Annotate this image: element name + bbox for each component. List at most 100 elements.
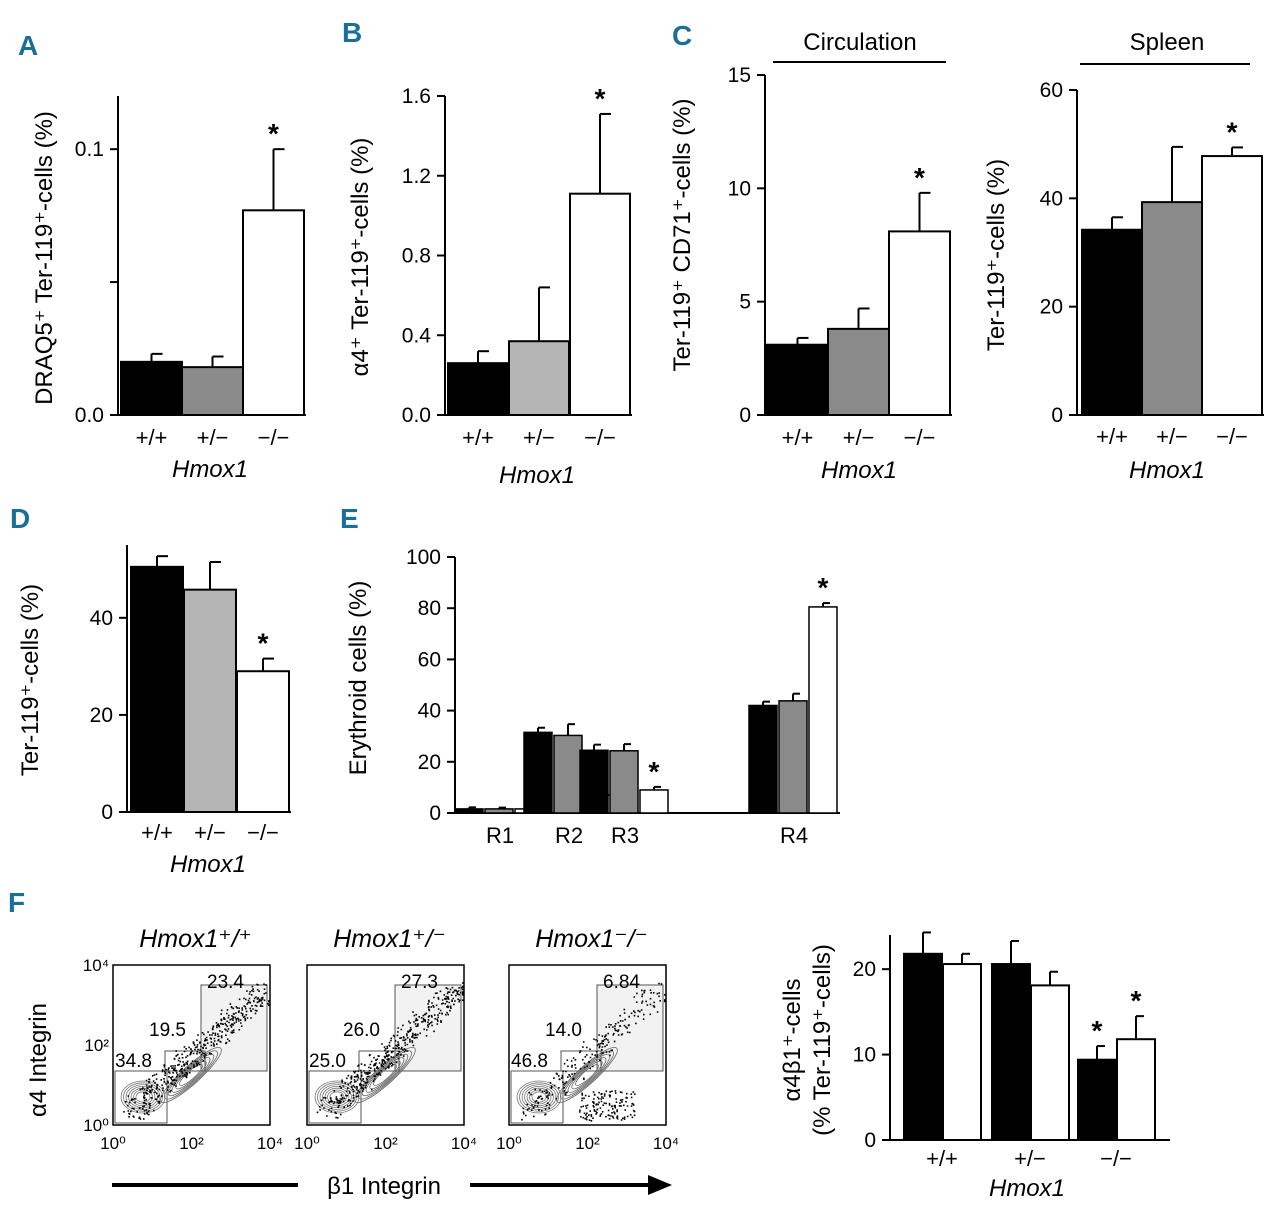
panel-D-x-tick-label: +/+ [141, 820, 173, 845]
flow-contour [133, 1089, 153, 1105]
flow-contour [322, 1086, 352, 1109]
flow-events [123, 983, 270, 1120]
flow-gate-left [510, 1070, 564, 1124]
flow-gate-label-left: 34.8 [115, 1051, 152, 1072]
panel-F2-x-tick-label: +/− [1014, 1146, 1046, 1171]
panel-B-x-axis-title: Hmox1 [499, 462, 575, 489]
panel-F2-y-tick-label: 0 [864, 1129, 876, 1152]
panel-E-y-tick-label: 0 [429, 802, 441, 825]
flow-contour [529, 1089, 549, 1105]
flow-y-tick-label: 10⁰ [83, 1116, 109, 1135]
panel-C2-y-tick-label: 40 [1040, 187, 1063, 210]
panel-F2-x-tick-label: −/− [1100, 1146, 1132, 1171]
panel-C2-bar [1201, 155, 1263, 416]
flow-x-tick-label: 10² [575, 1134, 600, 1153]
panel-A-bar [120, 360, 183, 417]
panel-E: E 0 20 40 60 80 100 Erythroid cells (%) R1 * R2 * R… [340, 503, 840, 848]
panel-C1-bar [766, 343, 829, 417]
flow-contour [164, 1050, 218, 1100]
panel-B: B 0.0 0.4 0.8 1.2 1.6 α4⁺ Ter-119⁺-cells (%) +… [342, 17, 632, 489]
panel-B-y-axis-title: α4⁺ Ter-119⁺-cells (%) [347, 138, 374, 377]
panel-letter-D: D [10, 503, 30, 534]
panel-B-bar [569, 192, 631, 416]
panel-F-bar-chart: 0 10 20 α4β1⁺-cells (% Ter-119⁺-cells) +/+ +/−… [779, 931, 1170, 1202]
panel-F2-significance-star: * [1131, 985, 1142, 1016]
flow-gate-upper-right [394, 984, 462, 1072]
panel-D-x-tick-label: +/− [194, 820, 226, 845]
panel-C2-x-axis-title: Hmox1 [1129, 457, 1205, 484]
flow-contour [319, 1084, 355, 1110]
panel-D-significance-star: * [258, 628, 269, 659]
panel-D-x-axis-title: Hmox1 [170, 851, 246, 878]
flow-y-tick-label: 10⁴ [83, 956, 109, 975]
flow-y-axis-title: α4 Integrin [25, 1003, 52, 1117]
flow-x-tick-label: 10⁰ [496, 1134, 522, 1153]
panel-E-bar [748, 704, 778, 814]
panel-A-y-axis-title: DRAQ5⁺ Ter-119⁺-cells (%) [31, 111, 58, 405]
panel-E-significance-star: * [649, 756, 660, 787]
panel-E-x-tick-label: R2 [555, 823, 583, 848]
panel-C2-x-tick-label: −/− [1216, 424, 1248, 449]
flow-contour [524, 1086, 554, 1109]
flow-plot-title: Hmox1⁻/⁻ [535, 925, 648, 953]
panel-C2-y-tick-label: 20 [1040, 296, 1063, 319]
panel-E-bar [523, 731, 553, 814]
flow-gate-label-left: 46.8 [511, 1051, 548, 1072]
panel-F: F α4 Integrin 23.4 19.5 34.8 Hmox1⁺/⁺ 10⁰ 10²… [8, 887, 679, 1200]
flow-plots: 23.4 19.5 34.8 Hmox1⁺/⁺ 10⁰ 10² 10⁴ 27.3 26.0 25.… [83, 925, 679, 1153]
panel-B-y-tick-label: 0.8 [402, 245, 431, 268]
flow-gate-label-upper-right: 27.3 [401, 972, 438, 993]
flow-contour [567, 1057, 607, 1093]
panel-C2-x-tick-label: +/+ [1096, 424, 1128, 449]
panel-C2-significance-star: * [1227, 116, 1238, 147]
panel-B-y-tick-label: 0.4 [402, 324, 432, 347]
panel-E-y-tick-label: 40 [418, 700, 441, 723]
flow-x-arrowhead-icon [648, 1175, 672, 1195]
panel-E-x-tick-label: R3 [611, 823, 639, 848]
flow-gate-upper-right [200, 984, 268, 1072]
panel-C2-y-tick-label: 0 [1051, 404, 1063, 427]
panel-C1-y-tick-label: 5 [739, 291, 751, 314]
flow-plot-title: Hmox1⁺/⁻ [333, 925, 446, 953]
panel-C1-significance-star: * [914, 162, 925, 193]
flow-contour [327, 1089, 347, 1105]
panel-A-significance-star: * [268, 118, 279, 149]
flow-contour [175, 1060, 207, 1090]
panel-B-x-tick-label: −/− [584, 425, 616, 450]
panel-E-y-tick-label: 80 [418, 597, 441, 620]
panel-B-x-tick-label: +/+ [462, 425, 494, 450]
panel-C1-bar [827, 327, 890, 416]
panel-C1-bar [888, 230, 951, 416]
panel-A-x-tick-label: +/− [197, 425, 229, 450]
panel-D-y-tick-label: 20 [90, 704, 113, 727]
panel-E-bar [579, 749, 609, 814]
flow-gate-upper-right [596, 984, 664, 1072]
flow-y-tick-label: 10² [84, 1036, 109, 1055]
flow-gate-label-middle: 19.5 [149, 1020, 186, 1041]
panel-D-y-tick-label: 0 [101, 801, 113, 824]
panel-D-y-axis-title: Ter-119⁺-cells (%) [17, 584, 44, 776]
panel-C1-x-tick-label: −/− [904, 425, 936, 450]
panel-A-y-tick-label: 0.1 [75, 138, 104, 161]
panel-E-significance-star: * [818, 572, 829, 603]
flow-gate-left [114, 1070, 168, 1124]
flow-contour [171, 1057, 211, 1093]
panel-B-y-tick-label: 1.6 [402, 85, 431, 108]
flow-contour [560, 1050, 614, 1100]
flow-plot: 27.3 26.0 25.0 Hmox1⁺/⁻ 10⁰ 10² 10⁴ [294, 925, 477, 1153]
flow-gate-left [308, 1070, 362, 1124]
panel-C1-y-tick-label: 10 [728, 177, 751, 200]
panel-C1-y-tick-label: 0 [739, 404, 751, 427]
panel-A-x-axis-title: Hmox1 [172, 456, 248, 483]
panel-B-x-tick-label: +/− [523, 425, 555, 450]
panel-E-x-tick-label: R4 [780, 823, 808, 848]
panel-F2-x-axis-title: Hmox1 [989, 1175, 1065, 1202]
flow-contour [179, 1064, 203, 1086]
panel-E-bar [639, 789, 669, 814]
panel-C2-bar [1141, 201, 1203, 416]
panel-C2-bar [1081, 228, 1143, 416]
flow-contour [120, 1080, 166, 1114]
panel-D-bar [236, 670, 290, 814]
flow-contour [314, 1080, 360, 1114]
